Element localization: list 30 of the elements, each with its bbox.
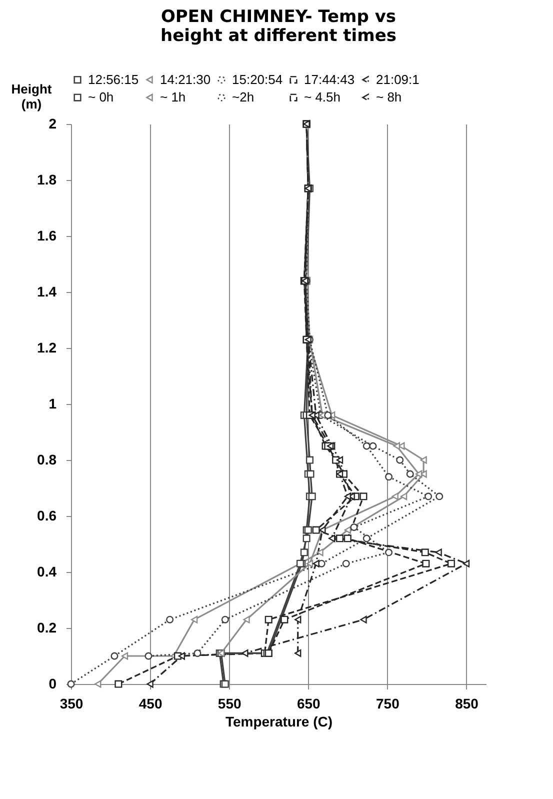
x-tick-label: 750 <box>376 696 400 712</box>
legend-label: 17:44:43 <box>304 72 355 87</box>
x-tick-label: 850 <box>455 696 479 712</box>
legend-label: ~ 1h <box>160 90 186 104</box>
x-axis-title: Temperature (C) <box>225 714 333 730</box>
y-axis-title: Height (m) <box>11 82 52 112</box>
y-tick-label: 2 <box>48 116 57 132</box>
legend-label: ~ 4.5h <box>304 90 341 104</box>
y-tick-label: 1.4 <box>37 284 57 300</box>
x-tick-label: 650 <box>296 696 321 712</box>
y-tick-label: 0.2 <box>37 620 57 636</box>
y-tick-label: 1.6 <box>37 228 57 244</box>
legend-label: ~2h <box>232 90 254 104</box>
legend-label: ~ 0h <box>88 90 114 104</box>
y-tick-label: 1.2 <box>37 340 57 356</box>
legend-label: 12:56:15 <box>88 72 139 87</box>
legend-label: 15:20:54 <box>232 72 283 87</box>
chart-title: OPEN CHIMNEY- Temp vs height at different times <box>160 7 396 46</box>
legend-label: 14:21:30 <box>160 72 211 87</box>
y-tick-label: 0.6 <box>37 508 57 524</box>
x-tick-label: 450 <box>138 696 162 712</box>
y-tick-label: 0.8 <box>37 452 57 468</box>
legend-label: ~ 8h <box>376 90 402 104</box>
legend-label: 21:09:1 <box>376 72 420 87</box>
y-tick-label: 1.8 <box>37 172 57 188</box>
x-tick-label: 550 <box>218 696 242 712</box>
y-tick-label: 1 <box>48 396 57 412</box>
y-tick-label: 0.4 <box>37 564 57 580</box>
x-tick-label: 350 <box>60 696 84 712</box>
y-tick-label: 0 <box>48 676 57 692</box>
